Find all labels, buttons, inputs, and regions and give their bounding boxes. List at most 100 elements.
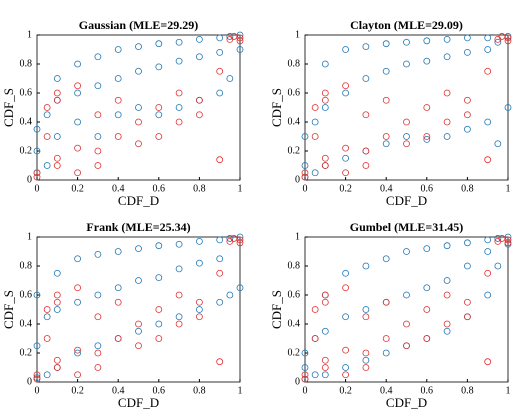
point [230,235,238,242]
point [362,313,370,321]
subplot-title: Gaussian (MLE=29.29) [79,18,199,32]
point [301,364,309,371]
point [53,75,61,82]
point [53,298,61,306]
point [33,291,41,299]
point [155,306,163,313]
point [403,248,410,255]
point [135,342,142,350]
point [74,82,81,90]
point [43,371,51,379]
point [311,104,319,111]
point [175,320,183,328]
point [236,239,244,247]
point [301,349,309,357]
point [53,291,61,299]
x-tick-label: 0.6 [421,385,434,396]
point [463,313,471,321]
x-axis-label: CDF_D [386,395,427,410]
point [155,104,163,111]
point [382,96,390,104]
point [423,57,431,65]
point [114,96,122,104]
point [216,49,224,56]
point [423,133,431,140]
y-tick-label: 0.8 [20,260,33,271]
point [498,235,506,242]
point [321,364,329,371]
y-tick-label: 0 [295,174,300,185]
x-tick-label: 0.6 [421,183,434,194]
point [443,133,451,140]
subplot: 0 0.2 0.4 0.6 0.8 1 0 0.2 0.4 0.6 0.8 1 Clayton (MLE… [269,18,512,208]
point [484,34,492,42]
point [236,284,244,292]
point [236,236,244,244]
point [74,144,81,152]
point [53,364,61,371]
y-tick-label: 0 [27,174,32,185]
point [94,53,102,61]
point [504,104,512,111]
point [226,235,234,242]
x-tick-label: 0.4 [112,183,125,194]
point [403,320,410,328]
point [382,255,390,263]
point [74,89,81,97]
point [321,327,329,335]
point [33,342,41,350]
point [362,364,370,371]
subplot-title: Gumbel (MLE=31.45) [350,220,464,234]
point [443,89,451,97]
point [74,255,81,263]
point [135,327,142,335]
subplot: 0 0.2 0.4 0.6 0.8 1 0 0.2 0.4 0.6 0.8 1 Gumbel (MLE=… [269,220,512,410]
y-tick-label: 1 [27,231,32,242]
point [53,356,61,364]
point [236,46,244,53]
point [321,162,329,169]
point [155,335,163,342]
y-tick-label: 0.4 [20,116,33,127]
point [175,265,183,273]
y-axis-label: CDF_S [1,290,16,329]
point [342,269,350,277]
point [311,118,319,126]
point [443,327,451,335]
point [423,335,431,342]
point [155,133,163,140]
point [135,320,142,328]
point [94,342,102,350]
point [195,237,203,245]
point [382,335,390,342]
point [423,306,431,313]
point [382,298,390,306]
y-tick-label: 0.8 [288,58,301,69]
point [114,248,122,255]
point [53,269,61,277]
x-tick-label: 0.6 [153,183,166,194]
point [342,144,350,152]
point [94,147,102,155]
point [114,335,122,342]
point [74,118,81,126]
axes-box [36,34,241,181]
x-tick-label: 1 [506,385,511,396]
point [311,371,319,379]
y-tick-label: 0.4 [20,318,33,329]
point [230,33,238,40]
point [74,346,81,354]
y-tick-label: 0.8 [288,260,301,271]
subplot: 0 0.2 0.4 0.6 0.8 1 0 0.2 0.4 0.6 0.8 1 Gaussian (ML… [1,18,244,208]
y-tick-label: 0.2 [20,347,33,358]
y-tick-label: 0.6 [20,87,33,98]
point [342,82,350,90]
point [443,291,451,299]
point [43,306,51,313]
axes-box [304,34,509,181]
y-tick-label: 1 [295,29,300,40]
x-tick-label: 1 [238,385,243,396]
point [53,96,61,104]
point [362,262,370,270]
x-tick-label: 0.6 [153,385,166,396]
